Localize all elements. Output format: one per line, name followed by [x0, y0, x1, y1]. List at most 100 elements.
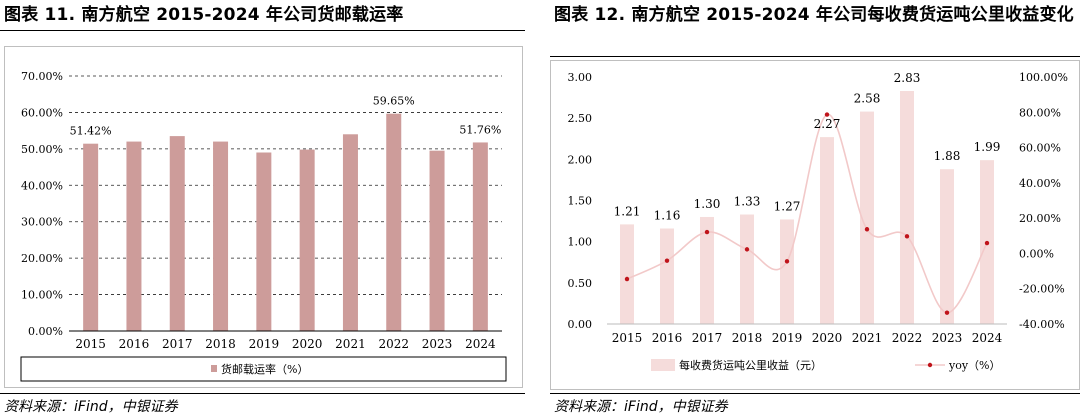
bar-2018	[213, 141, 229, 331]
x-tick-label: 2017	[162, 337, 193, 351]
y-tick-label: 10.00%	[21, 289, 63, 302]
y-right-tick-label: -20.00%	[1019, 283, 1065, 296]
x-tick-label: 2017	[692, 331, 723, 345]
y-left-tick-label: 2.00	[568, 153, 593, 166]
left-figure-panel: 图表 11. 南方航空 2015-2024 年公司货邮载运率 0.00% 10.0…	[0, 0, 525, 416]
x-tick-label: 2022	[378, 337, 409, 351]
y-tick-label: 30.00%	[21, 216, 63, 229]
bar-2023	[429, 150, 445, 331]
legend-bar-swatch	[651, 359, 675, 371]
x-tick-label: 2018	[732, 331, 763, 345]
yoy-point-2019	[784, 259, 790, 264]
legend-line-marker	[927, 362, 933, 368]
legend-line-label: yoy（%）	[948, 359, 1001, 372]
y-tick-label: 60.00%	[21, 106, 63, 119]
data-label: 51.76%	[459, 123, 501, 136]
bar-2018	[740, 214, 754, 324]
y-tick-label: 70.00%	[21, 70, 63, 83]
data-label: 1.88	[934, 149, 961, 163]
bar-2019	[780, 219, 794, 324]
y-right-tick-label: 40.00%	[1019, 177, 1061, 190]
y-right-tick-label: 80.00%	[1019, 106, 1061, 119]
left-bottom-rule	[0, 393, 525, 394]
yoy-point-2018	[744, 247, 750, 252]
yoy-point-2021	[864, 227, 870, 232]
y-left-tick-label: 1.50	[568, 195, 593, 208]
y-right-tick-label: 0.00%	[1019, 247, 1054, 260]
bar-2023	[940, 169, 954, 324]
bar-2020	[299, 149, 315, 331]
bar-2015	[620, 224, 634, 324]
x-tick-label: 2023	[422, 337, 453, 351]
right-figure-panel: 图表 12. 南方航空 2015-2024 年公司每收费货运吨公里收益变化 0.…	[550, 0, 1080, 416]
y-right-tick-label: 100.00%	[1019, 71, 1068, 84]
data-label: 1.33	[734, 194, 761, 208]
x-tick-label: 2019	[249, 337, 280, 351]
yoy-point-2016	[664, 258, 670, 263]
x-tick-label: 2019	[772, 331, 803, 345]
y-left-tick-label: 2.50	[568, 112, 593, 125]
y-left-tick-label: 3.00	[568, 71, 593, 84]
legend-bar-label: 每收费货运吨公里收益（元）	[679, 358, 822, 372]
bar-2021	[342, 134, 358, 331]
y-tick-label: 0.00%	[28, 325, 63, 338]
y-left-tick-label: 1.00	[568, 236, 593, 249]
bar-2024	[472, 142, 488, 331]
data-label: 59.65%	[373, 95, 415, 108]
y-right-tick-label: 60.00%	[1019, 142, 1061, 155]
right-title-rule	[550, 56, 1080, 57]
bar-2021	[860, 111, 874, 324]
x-tick-label: 2021	[335, 337, 366, 351]
data-label: 2.83	[894, 71, 921, 85]
right-bottom-rule	[550, 393, 1080, 394]
y-right-tick-label: -40.00%	[1019, 318, 1065, 331]
data-label: 1.27	[774, 199, 801, 213]
yoy-point-2020	[824, 112, 830, 117]
cargo-load-factor-chart: 0.00% 10.00% 20.00% 30.00% 40.00% 50.00% 60.00…	[20, 70, 507, 382]
right-source-note: 资料来源：iFind，中银证券	[554, 399, 728, 415]
right-figure-title: 图表 12. 南方航空 2015-2024 年公司每收费货运吨公里收益变化	[554, 5, 1074, 25]
x-tick-label: 2016	[652, 331, 683, 345]
data-label: 2.58	[854, 92, 881, 106]
bar-2020	[820, 137, 834, 324]
bar-2022	[386, 113, 402, 331]
left-source-note: 资料来源：iFind，中银证券	[4, 399, 178, 415]
cargo-yield-chart: 0.00 0.50 1.00 1.50 2.00 2.50 3.00 -40.00% -20.0…	[568, 71, 1068, 372]
x-tick-label: 2015	[75, 337, 106, 351]
bar-2017	[700, 216, 714, 324]
yoy-point-2023	[944, 310, 950, 315]
x-tick-label: 2020	[292, 337, 323, 351]
y-tick-label: 50.00%	[21, 143, 63, 156]
x-tick-label: 2018	[205, 337, 236, 351]
yoy-point-2024	[984, 240, 990, 246]
bar-2019	[256, 152, 272, 331]
bar-2016	[126, 141, 142, 331]
bar-2017	[169, 136, 185, 331]
x-tick-label: 2015	[612, 331, 643, 345]
x-tick-label: 2016	[119, 337, 150, 351]
left-chart-frame: 0.00% 10.00% 20.00% 30.00% 40.00% 50.00% 60.00…	[4, 46, 523, 388]
x-tick-label: 2024	[465, 337, 496, 351]
x-tick-label: 2022	[892, 331, 923, 345]
data-label: 2.27	[814, 117, 841, 131]
y-left-tick-label: 0.00	[568, 318, 593, 331]
y-right-tick-label: 20.00%	[1019, 212, 1061, 225]
data-label: 51.42%	[70, 125, 112, 138]
bar-2016	[660, 228, 674, 324]
x-tick-label: 2023	[932, 331, 963, 345]
bar-2022	[900, 90, 914, 324]
yoy-point-2022	[904, 234, 910, 239]
y-tick-label: 40.00%	[21, 179, 63, 192]
x-tick-label: 2024	[972, 331, 1003, 345]
data-label: 1.16	[654, 208, 681, 222]
left-figure-title: 图表 11. 南方航空 2015-2024 年公司货邮载运率	[4, 5, 404, 25]
yoy-line	[626, 113, 988, 314]
yoy-point-2015	[624, 276, 630, 282]
legend-label: 货邮载运率（%）	[221, 362, 308, 376]
left-title-rule	[0, 30, 525, 31]
y-tick-label: 20.00%	[21, 252, 63, 265]
legend-swatch	[211, 365, 217, 372]
bar-2015	[83, 143, 99, 331]
legend-box	[20, 356, 507, 382]
yoy-point-2017	[704, 229, 710, 235]
